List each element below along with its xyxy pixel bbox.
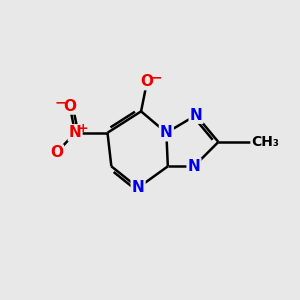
Text: N: N — [69, 125, 82, 140]
Text: −: − — [150, 70, 162, 84]
Text: CH₃: CH₃ — [251, 135, 279, 149]
Text: N: N — [132, 180, 145, 195]
Text: N: N — [160, 125, 173, 140]
Text: N: N — [190, 108, 202, 123]
Text: O: O — [140, 74, 154, 89]
Text: +: + — [78, 122, 89, 135]
Text: O: O — [63, 98, 76, 113]
Text: O: O — [50, 146, 63, 160]
Text: N: N — [188, 159, 200, 174]
Text: −: − — [54, 95, 66, 110]
